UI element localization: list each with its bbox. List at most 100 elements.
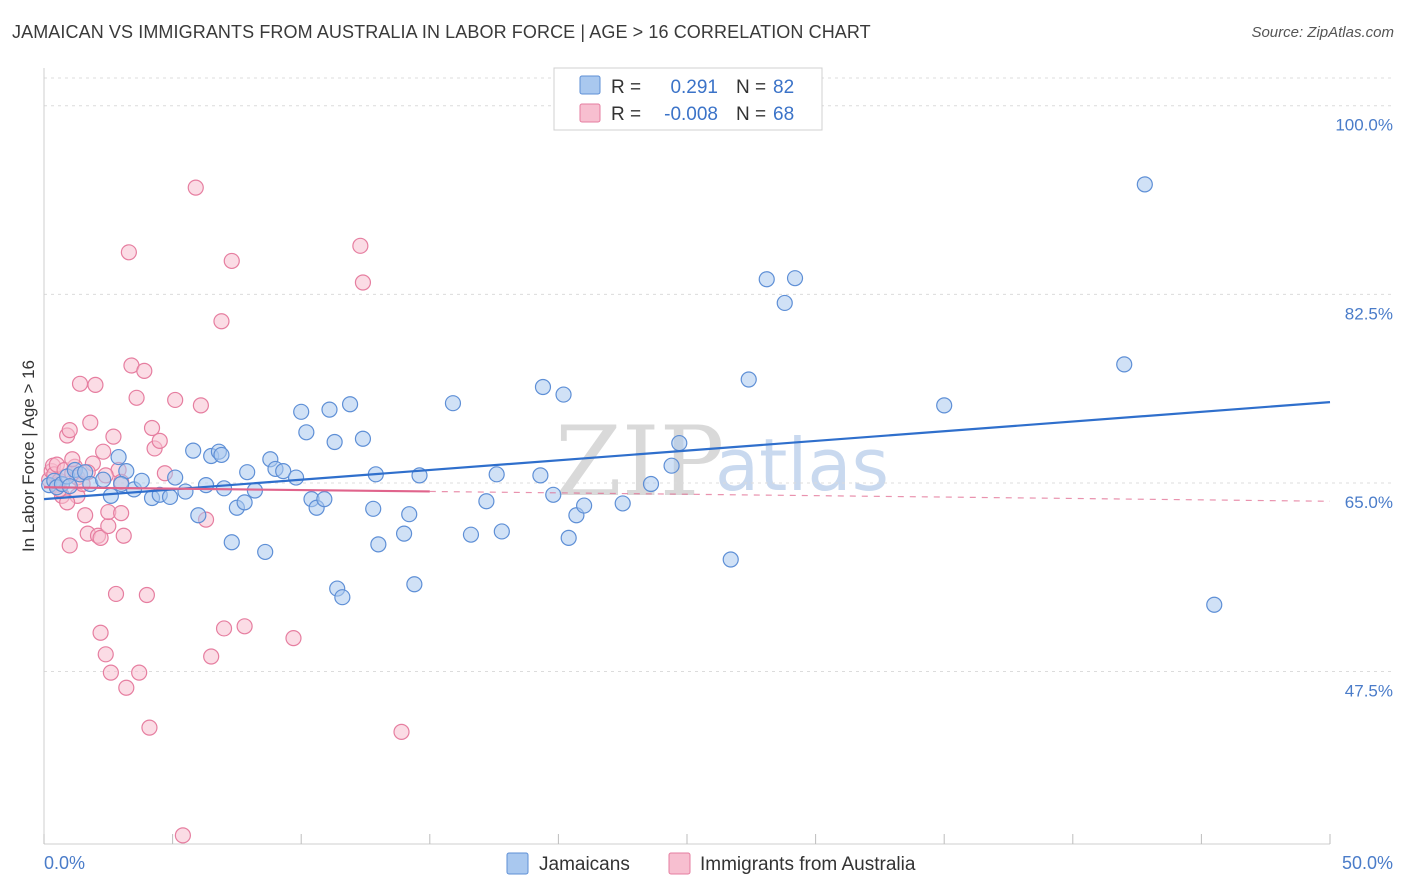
point-immigrants-from-australia [120,244,137,261]
x-ticks [43,834,1331,844]
legend-n-label-blue: N = [736,77,766,98]
point-jamaicans [534,378,552,396]
point-jamaicans [354,430,372,447]
point-immigrants-from-australia [203,648,220,665]
point-jamaicans [444,395,462,412]
series-immigrants-from-australia [41,179,410,844]
bottom-legend-label-jamaicans: Jamaicans [539,854,630,875]
bottom-legend-label-australia: Immigrants from Australia [700,854,916,875]
y-tick-label: 100.0% [1335,116,1393,135]
point-immigrants-from-australia [113,505,130,522]
point-jamaicans [406,576,423,593]
point-jamaicans [190,507,207,524]
point-jamaicans [177,483,194,500]
point-jamaicans [167,469,184,486]
source-label: Source: ZipAtlas.com [1251,24,1394,41]
point-jamaicans [1136,176,1153,193]
point-jamaicans [663,457,680,474]
point-immigrants-from-australia [105,428,122,445]
point-jamaicans [95,471,112,488]
point-jamaicans [576,497,593,514]
point-jamaicans [722,551,739,568]
point-jamaicans [275,462,292,480]
point-immigrants-from-australia [92,624,109,641]
point-immigrants-from-australia [213,313,230,330]
point-jamaicans [161,488,179,506]
point-immigrants-from-australia [107,585,125,603]
y-tick-labels: 47.5% 65.0% 82.5% 100.0% [1335,116,1393,701]
legend: R = 0.291 N = 82 R = -0.008 N = 68 [553,67,823,131]
point-jamaicans [223,534,240,551]
point-jamaicans [185,442,202,459]
x-tick-label-max: 50.0% [1342,853,1393,873]
bottom-legend: Jamaicans Immigrants from Australia [506,852,916,875]
point-jamaicans [776,294,793,312]
point-immigrants-from-australia [187,179,204,196]
point-jamaicans [61,478,78,495]
point-jamaicans [236,494,253,511]
point-jamaicans [239,464,256,481]
point-jamaicans [493,523,510,540]
series-jamaicans [41,176,1223,613]
point-immigrants-from-australia [141,719,158,736]
trend-lines [43,401,1331,502]
point-jamaicans [560,529,577,547]
point-jamaicans [110,448,127,466]
watermark: ZIP atlas [555,406,889,518]
point-immigrants-from-australia [115,527,132,544]
point-jamaicans [462,526,480,543]
point-immigrants-from-australia [393,723,410,741]
point-jamaicans [326,433,343,451]
point-jamaicans [532,467,549,484]
bottom-legend-swatch-jamaicans [506,852,529,875]
point-immigrants-from-australia [174,827,191,844]
grid [44,77,1393,673]
point-immigrants-from-australia [354,274,372,291]
point-immigrants-from-australia [352,237,369,254]
point-jamaicans [555,386,572,403]
trend-line-immigrants-from-australia [43,486,430,493]
y-tick-label: 47.5% [1345,682,1393,701]
point-jamaicans [614,495,631,512]
point-jamaicans [1206,596,1223,613]
point-immigrants-from-australia [192,397,209,414]
legend-n-value-pink: 68 [773,104,794,125]
point-jamaicans [213,446,230,464]
point-immigrants-from-australia [131,664,148,681]
point-jamaicans [758,271,775,288]
point-jamaicans [113,475,130,493]
point-immigrants-from-australia [138,586,155,604]
point-jamaicans [1116,356,1133,373]
legend-r-label-pink: R = [611,104,641,125]
legend-swatch-blue [579,75,601,95]
point-jamaicans [133,472,150,489]
point-jamaicans [197,477,215,494]
point-jamaicans [740,371,757,388]
point-immigrants-from-australia [100,517,117,535]
point-immigrants-from-australia [61,422,78,439]
point-immigrants-from-australia [97,646,114,663]
point-jamaicans [316,491,333,508]
point-immigrants-from-australia [118,679,135,696]
point-immigrants-from-australia [95,443,112,460]
point-jamaicans [287,469,305,486]
point-jamaicans [395,525,413,542]
point-immigrants-from-australia [92,529,109,547]
point-immigrants-from-australia [102,664,119,681]
point-jamaicans [102,487,119,504]
point-jamaicans [671,434,688,452]
legend-swatch-pink [579,103,601,123]
chart-title: JAMAICAN VS IMMIGRANTS FROM AUSTRALIA IN… [12,22,871,42]
point-jamaicans [293,403,310,420]
trend-line-jamaicans [43,401,1331,501]
point-immigrants-from-australia [151,432,168,450]
point-immigrants-from-australia [167,391,184,409]
point-jamaicans [334,589,351,606]
point-immigrants-from-australia [143,419,161,437]
point-immigrants-from-australia [82,414,99,431]
y-tick-label: 65.0% [1345,493,1393,512]
legend-n-label-pink: N = [736,104,766,125]
bottom-legend-swatch-australia [668,852,691,875]
point-jamaicans [370,536,387,553]
